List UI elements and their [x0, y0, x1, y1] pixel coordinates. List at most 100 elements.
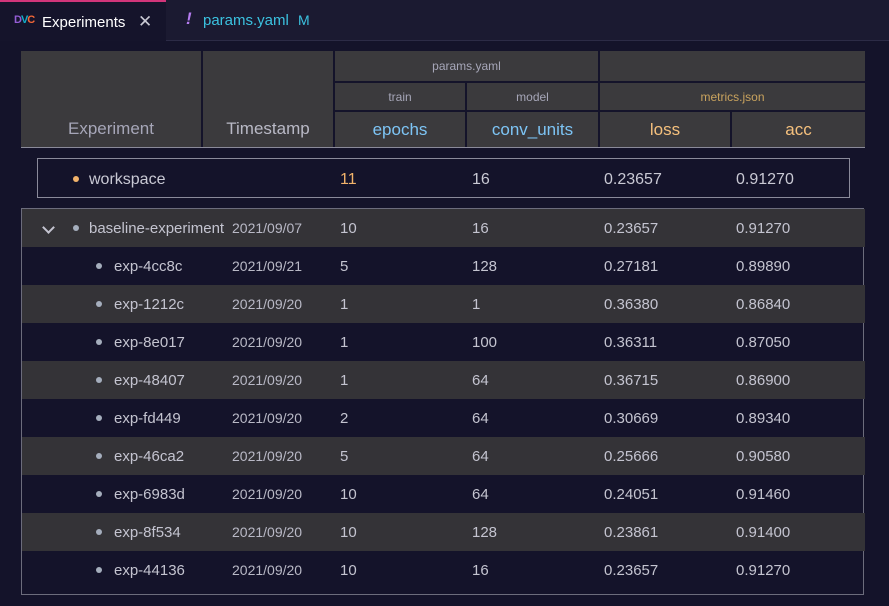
workspace-name: workspace	[89, 171, 166, 188]
experiment-name: exp-46ca2	[114, 448, 185, 465]
experiment-conv-units: 64	[472, 486, 489, 503]
header-group-model[interactable]: model	[467, 83, 598, 110]
header-model-label: model	[516, 89, 549, 104]
experiment-loss: 0.23657	[604, 562, 659, 579]
header-divider	[21, 147, 865, 148]
baseline-experiment-row[interactable]: baseline-experiment 2021/09/07 10 16 0.2…	[22, 209, 865, 247]
experiment-epochs: 1	[340, 334, 349, 351]
experiment-timestamp: 2021/09/20	[232, 486, 303, 502]
experiment-conv-units: 1	[472, 296, 481, 313]
experiment-conv-units: 16	[472, 562, 489, 579]
experiment-acc: 0.91400	[736, 524, 791, 541]
tab-params-yaml-label: params.yaml	[203, 12, 289, 29]
baseline-conv-units: 16	[472, 220, 489, 237]
baseline-loss: 0.23657	[604, 220, 659, 237]
experiment-timestamp: 2021/09/20	[232, 410, 303, 426]
experiment-epochs: 1	[340, 296, 349, 313]
experiment-status-dot	[96, 491, 102, 497]
experiment-row[interactable]: exp-4cc8c 2021/09/21 5 128 0.27181 0.89890	[22, 247, 865, 285]
experiment-loss: 0.25666	[604, 448, 659, 465]
header-epochs[interactable]: epochs	[335, 112, 465, 147]
experiment-conv-units: 64	[472, 448, 489, 465]
experiment-epochs: 5	[340, 448, 349, 465]
experiment-status-dot	[96, 263, 102, 269]
header-conv-units[interactable]: conv_units	[467, 112, 598, 147]
experiment-row[interactable]: exp-6983d 2021/09/20 10 64 0.24051 0.91460	[22, 475, 865, 513]
header-timestamp[interactable]: Timestamp	[203, 51, 333, 147]
workspace-row[interactable]: workspace 11 16 0.23657 0.91270	[37, 158, 850, 198]
experiment-status-dot	[96, 339, 102, 345]
experiment-row[interactable]: exp-48407 2021/09/20 1 64 0.36715 0.86900	[22, 361, 865, 399]
experiment-acc: 0.91460	[736, 486, 791, 503]
experiment-conv-units: 100	[472, 334, 498, 351]
experiment-loss: 0.36380	[604, 296, 659, 313]
experiment-epochs: 10	[340, 562, 357, 579]
experiment-loss: 0.23861	[604, 524, 659, 541]
header-loss[interactable]: loss	[600, 112, 730, 147]
tab-experiments-label: Experiments	[42, 14, 126, 31]
header-timestamp-label: Timestamp	[226, 119, 310, 138]
workspace-status-dot	[73, 176, 79, 182]
experiment-row[interactable]: exp-1212c 2021/09/20 1 1 0.36380 0.86840	[22, 285, 865, 323]
baseline-timestamp: 2021/09/07	[232, 220, 303, 236]
header-conv-units-label: conv_units	[491, 119, 574, 139]
experiment-name: exp-4cc8c	[114, 258, 183, 275]
experiment-loss: 0.27181	[604, 258, 659, 275]
experiment-acc: 0.91270	[736, 562, 791, 579]
chevron-down-icon[interactable]	[42, 221, 55, 234]
header-acc-label: acc	[785, 119, 812, 139]
experiment-status-dot	[96, 453, 102, 459]
experiment-name: exp-8f534	[114, 524, 181, 541]
close-icon[interactable]: ✕	[138, 12, 153, 31]
experiment-epochs: 1	[340, 372, 349, 389]
header-group-metrics[interactable]: metrics.json	[600, 83, 865, 110]
header-loss-label: loss	[649, 119, 681, 139]
experiment-acc: 0.89890	[736, 258, 791, 275]
experiment-conv-units: 64	[472, 410, 489, 427]
workspace-conv-units: 16	[472, 171, 490, 188]
experiment-loss: 0.36311	[604, 334, 658, 351]
workspace-loss: 0.23657	[604, 171, 662, 188]
header-train-label: train	[388, 89, 412, 104]
experiment-name: exp-8e017	[114, 334, 185, 351]
experiment-status-dot	[96, 529, 102, 535]
header-metrics-spacer	[600, 51, 865, 81]
experiment-row[interactable]: exp-46ca2 2021/09/20 5 64 0.25666 0.90580	[22, 437, 865, 475]
workspace-epochs: 11	[340, 171, 357, 188]
experiment-timestamp: 2021/09/21	[232, 258, 303, 274]
header-experiment-label: Experiment	[68, 119, 154, 138]
experiment-epochs: 5	[340, 258, 349, 275]
experiment-name: exp-fd449	[114, 410, 181, 427]
tab-params-yaml[interactable]: ! params.yaml M	[166, 0, 326, 41]
experiment-status-dot	[96, 415, 102, 421]
experiment-row[interactable]: exp-fd449 2021/09/20 2 64 0.30669 0.89340	[22, 399, 865, 437]
baseline-status-dot	[73, 225, 79, 231]
experiment-timestamp: 2021/09/20	[232, 334, 303, 350]
header-group-params[interactable]: params.yaml	[335, 51, 598, 81]
tab-experiments[interactable]: DVC Experiments ✕	[0, 0, 166, 41]
experiment-timestamp: 2021/09/20	[232, 524, 303, 540]
experiment-row[interactable]: exp-8e017 2021/09/20 1 100 0.36311 0.87050	[22, 323, 865, 361]
baseline-acc: 0.91270	[736, 220, 791, 237]
experiment-acc: 0.89340	[736, 410, 791, 427]
experiments-table: Experiment Timestamp params.yaml train m…	[21, 51, 865, 595]
header-params-file-label: params.yaml	[432, 59, 501, 73]
header-group-train[interactable]: train	[335, 83, 465, 110]
modified-badge: M	[298, 12, 310, 28]
experiment-row[interactable]: exp-44136 2021/09/20 10 16 0.23657 0.91270	[22, 551, 865, 589]
baseline-name: baseline-experiment	[89, 220, 225, 237]
experiment-timestamp: 2021/09/20	[232, 448, 303, 464]
experiment-loss: 0.24051	[604, 486, 659, 503]
experiment-epochs: 10	[340, 486, 357, 503]
header-acc[interactable]: acc	[732, 112, 865, 147]
experiment-timestamp: 2021/09/20	[232, 372, 303, 388]
baseline-epochs: 10	[340, 220, 357, 237]
experiment-acc: 0.86840	[736, 296, 791, 313]
yaml-icon: !	[186, 9, 192, 28]
experiment-epochs: 10	[340, 524, 357, 541]
experiment-epochs: 2	[340, 410, 349, 427]
header-metrics-file-label: metrics.json	[700, 89, 765, 104]
experiment-row[interactable]: exp-8f534 2021/09/20 10 128 0.23861 0.91400	[22, 513, 865, 551]
experiment-conv-units: 128	[472, 258, 498, 275]
header-experiment[interactable]: Experiment	[21, 51, 201, 147]
